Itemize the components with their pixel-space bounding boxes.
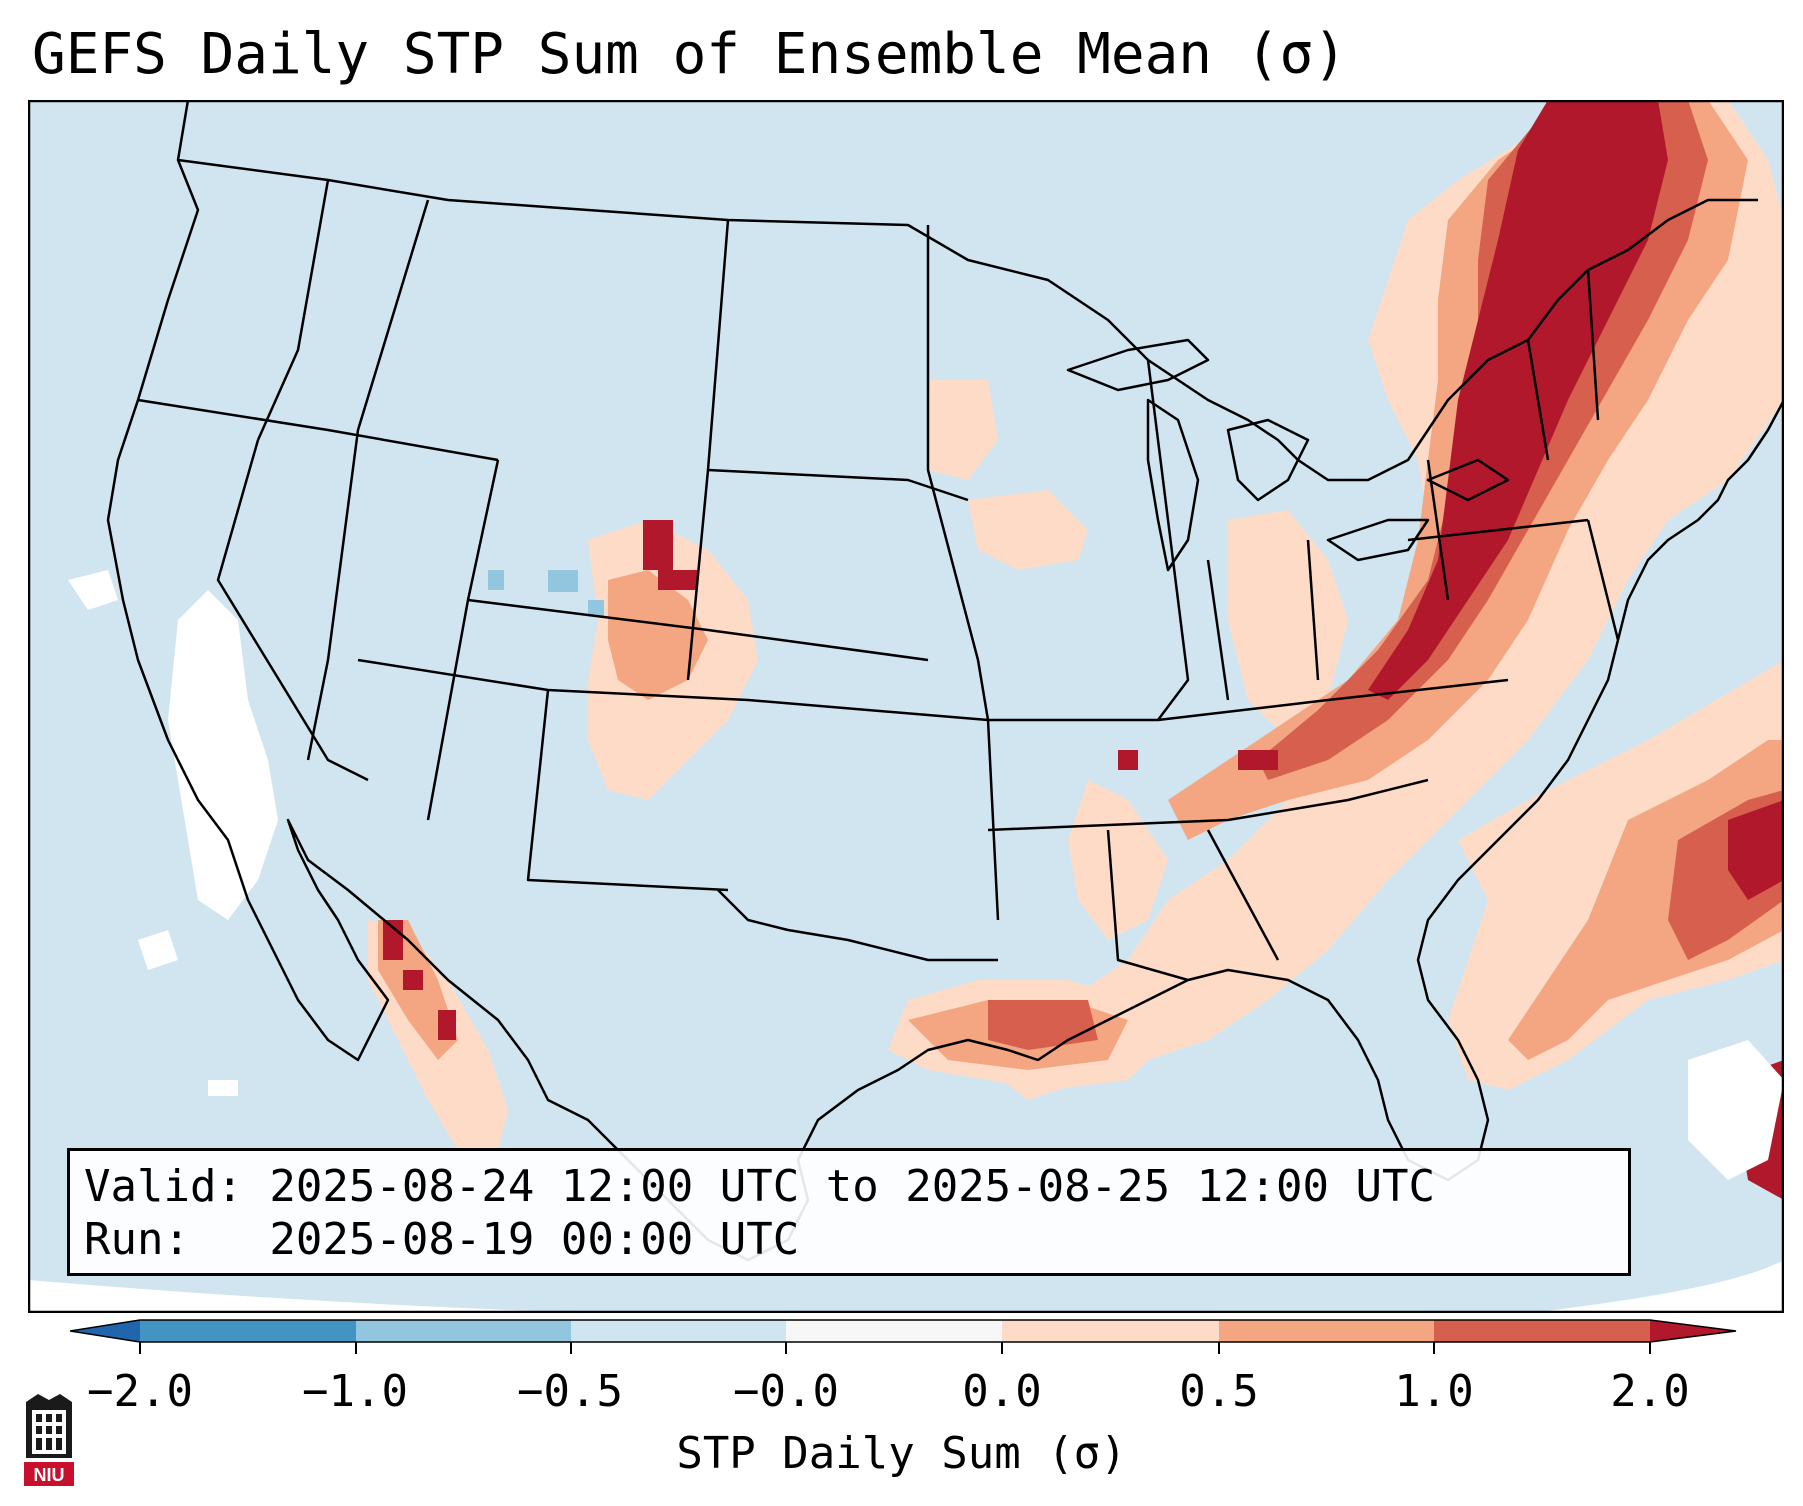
colorbar-tick-label: 0.0	[962, 1366, 1042, 1417]
colorbar-band	[356, 1320, 571, 1342]
niu-logo: NIU	[24, 1394, 74, 1486]
colorbar-tick-label: −0.5	[517, 1366, 623, 1417]
logo-text: NIU	[34, 1465, 65, 1485]
colorbar-band	[1002, 1320, 1219, 1342]
colorbar-band	[1219, 1320, 1434, 1342]
colorbar-band	[786, 1320, 1002, 1342]
boundaries	[106, 100, 1784, 1262]
colorbar	[70, 1319, 1737, 1354]
colorbar-band	[140, 1320, 356, 1342]
field-neutral	[168, 590, 278, 920]
valid-run-info-box: Valid: 2025-08-24 12:00 UTC to 2025-08-2…	[67, 1148, 1631, 1276]
us-outline	[106, 100, 1784, 1262]
chart-title: GEFS Daily STP Sum of Ensemble Mean (σ)	[32, 22, 1347, 87]
colorbar-band	[571, 1320, 786, 1342]
colorbar-label: STP Daily Sum (σ)	[676, 1428, 1127, 1479]
run-time-text: Run: 2025-08-19 00:00 UTC	[84, 1214, 800, 1265]
field-very-high	[1368, 100, 1668, 700]
colorbar-tick-label: −0.0	[733, 1366, 839, 1417]
stp-map	[28, 100, 1784, 1313]
great-lakes	[1066, 338, 1210, 392]
colorbar-extend-under	[70, 1320, 140, 1342]
colorbar-tick-label: 1.0	[1394, 1366, 1474, 1417]
colorbar-tick-label: 2.0	[1610, 1366, 1690, 1417]
colorbar-tick-label: −2.0	[87, 1366, 193, 1417]
colorbar-tick-label: −1.0	[302, 1366, 408, 1417]
colorbar-tick-label: 0.5	[1179, 1366, 1259, 1417]
projection-edge	[28, 1280, 1128, 1313]
valid-time-text: Valid: 2025-08-24 12:00 UTC to 2025-08-2…	[84, 1161, 1436, 1212]
colorbar-extend-over	[1650, 1320, 1736, 1342]
stp-field	[68, 100, 1784, 1200]
map-frame	[28, 100, 1784, 1313]
colorbar-band	[1434, 1320, 1650, 1342]
canada-border	[177, 158, 1758, 482]
